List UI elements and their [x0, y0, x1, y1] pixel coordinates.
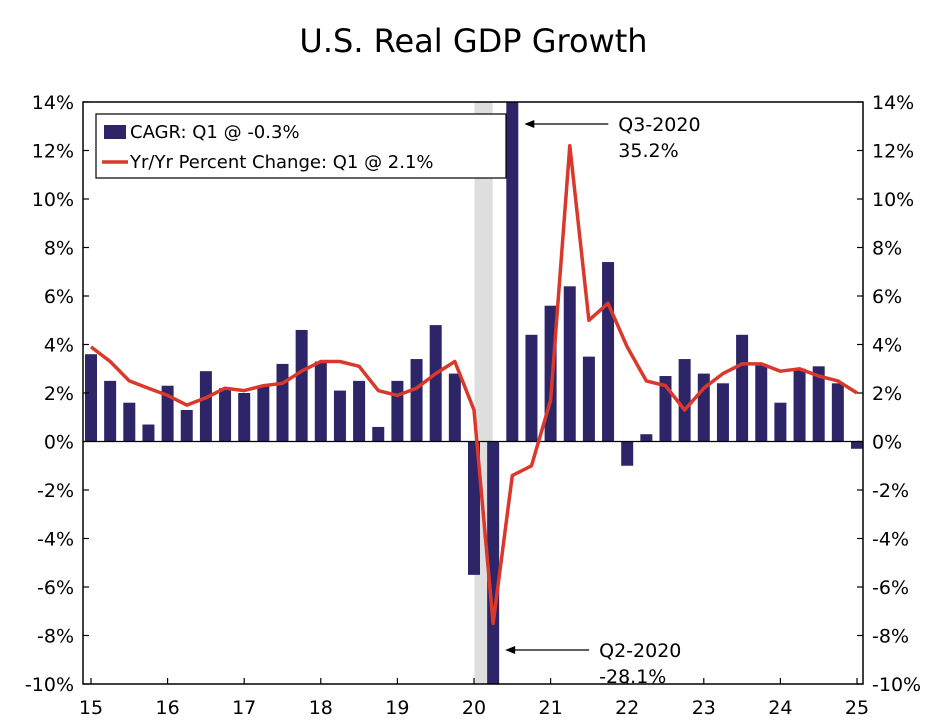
y-tick-label-right: 4%	[872, 335, 902, 357]
annotations: Q3-2020 35.2% Q2-2020 -28.1%	[505, 114, 701, 688]
annotation-value: -28.1%	[599, 666, 666, 688]
legend: CAGR: Q1 @ -0.3% Yr/Yr Percent Change: Q1…	[95, 113, 507, 179]
cagr-bar	[468, 441, 480, 575]
legend-box	[95, 113, 507, 179]
legend-label: CAGR: Q1 @ -0.3%	[130, 122, 300, 143]
cagr-bar	[831, 383, 844, 442]
cagr-bar	[487, 441, 500, 684]
cagr-bar	[755, 363, 768, 442]
y-tick-label-right: 12%	[872, 141, 914, 163]
yoy-line-layer	[89, 143, 858, 626]
cagr-bar	[851, 441, 863, 449]
cagr-bar	[602, 262, 615, 442]
annotation-label: Q2-2020	[599, 640, 681, 662]
y-tick-label-right: -2%	[872, 480, 909, 502]
x-tick-label: 20	[462, 697, 486, 719]
cagr-bar	[353, 380, 366, 442]
y-tick-label-left: 14%	[32, 92, 74, 114]
cagr-bar	[448, 373, 461, 442]
cagr-bar	[295, 329, 308, 442]
cagr-bar	[199, 371, 212, 442]
cagr-bar	[659, 376, 672, 442]
cagr-bar	[85, 354, 97, 442]
cagr-bar	[774, 402, 787, 442]
y-tick-label-left: 6%	[44, 286, 74, 308]
y-tick-label-left: -10%	[25, 674, 74, 696]
x-tick-label: 25	[845, 697, 869, 719]
x-tick-label: 22	[615, 697, 639, 719]
y-tick-label-right: -4%	[872, 529, 909, 551]
annotation-value: 35.2%	[618, 140, 678, 162]
y-tick-label-right: 2%	[872, 383, 902, 405]
y-tick-label-left: 8%	[44, 238, 74, 260]
x-tick-label: 19	[385, 697, 409, 719]
cagr-bar	[372, 426, 385, 442]
y-tick-label-left: -8%	[37, 626, 74, 648]
cagr-bar	[314, 361, 327, 442]
y-tick-label-right: -6%	[872, 577, 909, 599]
cagr-bar	[238, 393, 251, 442]
cagr-bar	[257, 385, 270, 442]
cagr-bar	[736, 334, 749, 442]
x-tick-label: 17	[232, 697, 256, 719]
cagr-bar	[410, 359, 423, 442]
annotation-label: Q3-2020	[618, 114, 700, 136]
x-tick-label: 23	[692, 697, 716, 719]
chart-title: U.S. Real GDP Growth	[299, 22, 648, 60]
y-tick-label-left: 2%	[44, 383, 74, 405]
cagr-bar	[161, 385, 174, 442]
cagr-bar	[621, 441, 634, 466]
y-tick-label-left: 10%	[32, 189, 74, 211]
cagr-bar	[104, 380, 117, 442]
y-tick-label-right: 10%	[872, 189, 914, 211]
x-tick-label: 15	[79, 697, 103, 719]
cagr-bar	[678, 359, 691, 442]
y-tick-label-left: -6%	[37, 577, 74, 599]
y-tick-label-right: 8%	[872, 238, 902, 260]
yoy-line	[89, 143, 858, 626]
cagr-bar	[582, 356, 595, 442]
y-tick-label-right: 6%	[872, 286, 902, 308]
x-tick-label: 24	[768, 697, 792, 719]
y-tick-label-left: 4%	[44, 335, 74, 357]
cagr-bar	[563, 286, 576, 442]
cagr-bar	[640, 434, 653, 442]
y-tick-label-left: 12%	[32, 141, 74, 163]
x-tick-label: 16	[156, 697, 180, 719]
legend-label: Yr/Yr Percent Change: Q1 @ 2.1%	[129, 152, 434, 173]
cagr-bar	[812, 366, 825, 442]
y-tick-label-left: -2%	[37, 480, 74, 502]
y-tick-label-left: 0%	[44, 432, 74, 454]
axes: 14% 14% 12% 12% 10% 10% 8% 8% 6% 6% 4% 4% 2% 2% 0% 0% -2…	[25, 92, 921, 719]
cagr-bar	[506, 102, 519, 442]
y-tick-label-right: -8%	[872, 626, 909, 648]
cagr-bar	[333, 390, 346, 442]
cagr-bar	[123, 402, 136, 442]
y-tick-label-right: -10%	[872, 674, 921, 696]
y-tick-label-right: 0%	[872, 432, 902, 454]
annotation-arrowhead	[505, 646, 516, 654]
y-tick-label-right: 14%	[872, 92, 914, 114]
legend-swatch-bar	[104, 125, 126, 139]
cagr-bar	[142, 424, 155, 442]
x-tick-label: 18	[309, 697, 333, 719]
cagr-bar	[219, 388, 232, 442]
x-tick-label: 21	[539, 697, 563, 719]
y-tick-label-left: -4%	[37, 529, 74, 551]
cagr-bar	[429, 325, 442, 442]
cagr-bar	[525, 334, 538, 442]
cagr-bars	[85, 102, 863, 684]
cagr-bar	[793, 368, 806, 442]
cagr-bar	[180, 409, 193, 442]
cagr-bar	[276, 363, 289, 442]
cagr-bar	[391, 380, 404, 442]
annotation-arrowhead	[524, 120, 535, 128]
cagr-bar	[716, 383, 729, 442]
